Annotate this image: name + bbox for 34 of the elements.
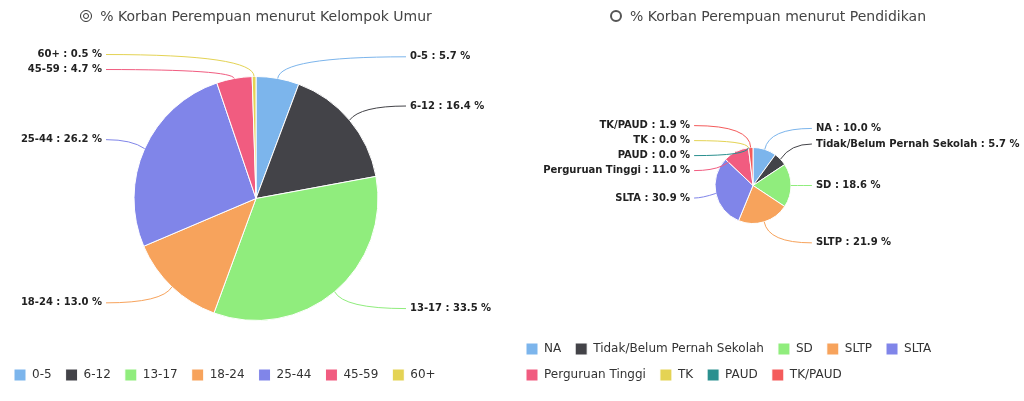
chart-title: % Korban Perempuan menurut Pendidikan — [629, 8, 927, 24]
legend-label: 25-44 — [276, 367, 312, 382]
data-label: 18-24 : 13.0 % — [20, 296, 102, 308]
legend-label: SD — [795, 341, 813, 356]
legend-label: Tidak/Belum Pernah Sekolah — [592, 341, 764, 356]
data-label: 60+ : 0.5 % — [37, 48, 102, 60]
legend-label: PAUD — [725, 367, 758, 382]
legend-label: SLTP — [844, 341, 873, 356]
chart-title: % Korban Perempuan menurut Kelompok Umur — [100, 8, 432, 24]
data-label: SLTA : 30.9 % — [615, 191, 691, 203]
legend-label: 45-59 — [343, 367, 379, 382]
legend-label: Perguruan Tinggi — [544, 367, 646, 382]
data-label: NA : 10.0 % — [815, 122, 882, 134]
text: TK : 0.0 % — [633, 134, 691, 146]
data-label: SD : 18.6 % — [815, 179, 881, 191]
data-label: Perguruan Tinggi : 11.0 % — [543, 164, 691, 176]
legend-label: TK/PAUD — [788, 367, 842, 382]
legend-label: 60+ — [410, 367, 436, 382]
legend-label: SLTA — [904, 341, 933, 356]
text: PAUD : 0.0 % — [617, 149, 691, 161]
data-label: TK/PAUD : 1.9 % — [599, 119, 691, 131]
legend-label: NA — [544, 341, 562, 356]
data-label: Tidak/Belum Pernah Sekolah : 5.7 % — [815, 137, 1020, 149]
legend-label: 18-24 — [209, 367, 245, 382]
data-label: SLTP : 21.9 % — [815, 236, 892, 248]
data-label: 13-17 : 33.5 % — [410, 302, 492, 314]
data-label: 45-59 : 4.7 % — [27, 63, 102, 75]
legend-label: 13-17 — [142, 367, 178, 382]
data-label: 0-5 : 5.7 % — [410, 50, 471, 62]
legend-label: 0-5 — [32, 367, 52, 382]
data-label: 25-44 : 26.2 % — [20, 133, 102, 145]
legend-label: 6-12 — [83, 367, 111, 382]
data-label: 6-12 : 16.4 % — [410, 99, 485, 111]
legend-label: TK — [676, 367, 695, 382]
